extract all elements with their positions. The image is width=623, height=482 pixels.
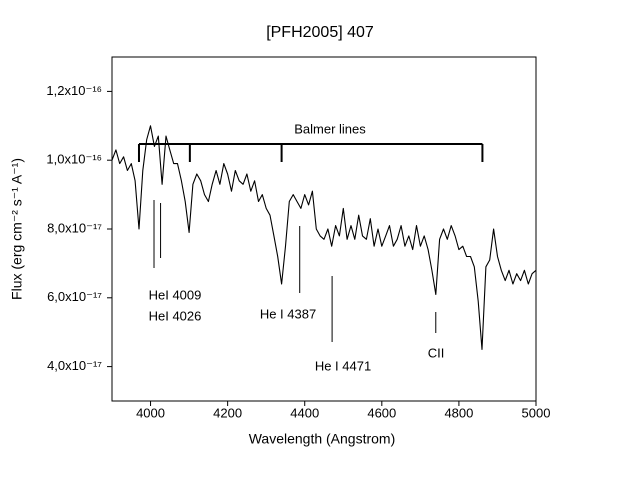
x-tick-label: 4000: [136, 405, 165, 420]
line-marker-label: HeI 4026: [149, 308, 202, 323]
x-tick-label: 4800: [444, 405, 473, 420]
y-tick-label: 4,0x10⁻¹⁷: [47, 358, 102, 373]
line-marker-label: CII: [428, 345, 445, 360]
line-marker-label: He I 4387: [260, 306, 316, 321]
y-tick-label: 1,0x10⁻¹⁶: [46, 152, 102, 167]
x-axis-label: Wavelength (Angstrom): [249, 431, 396, 447]
y-tick-label: 6,0x10⁻¹⁷: [47, 289, 102, 304]
x-tick-label: 4400: [290, 405, 319, 420]
line-marker-label: HeI 4009: [149, 287, 202, 302]
spectrum-line: [111, 125, 537, 350]
balmer-label: Balmer lines: [294, 121, 366, 136]
x-tick-label: 5000: [522, 405, 551, 420]
y-tick-label: 8,0x10⁻¹⁷: [47, 220, 102, 235]
chart-title: [PFH2005] 407: [266, 24, 374, 41]
x-tick-label: 4200: [213, 405, 242, 420]
line-marker-label: He I 4471: [315, 358, 371, 373]
y-axis-label: Flux (erg cm⁻² s⁻¹ A⁻¹): [9, 158, 25, 300]
x-tick-label: 4600: [367, 405, 396, 420]
plot-frame: [111, 56, 537, 402]
y-tick-label: 1,2x10⁻¹⁶: [46, 83, 102, 98]
